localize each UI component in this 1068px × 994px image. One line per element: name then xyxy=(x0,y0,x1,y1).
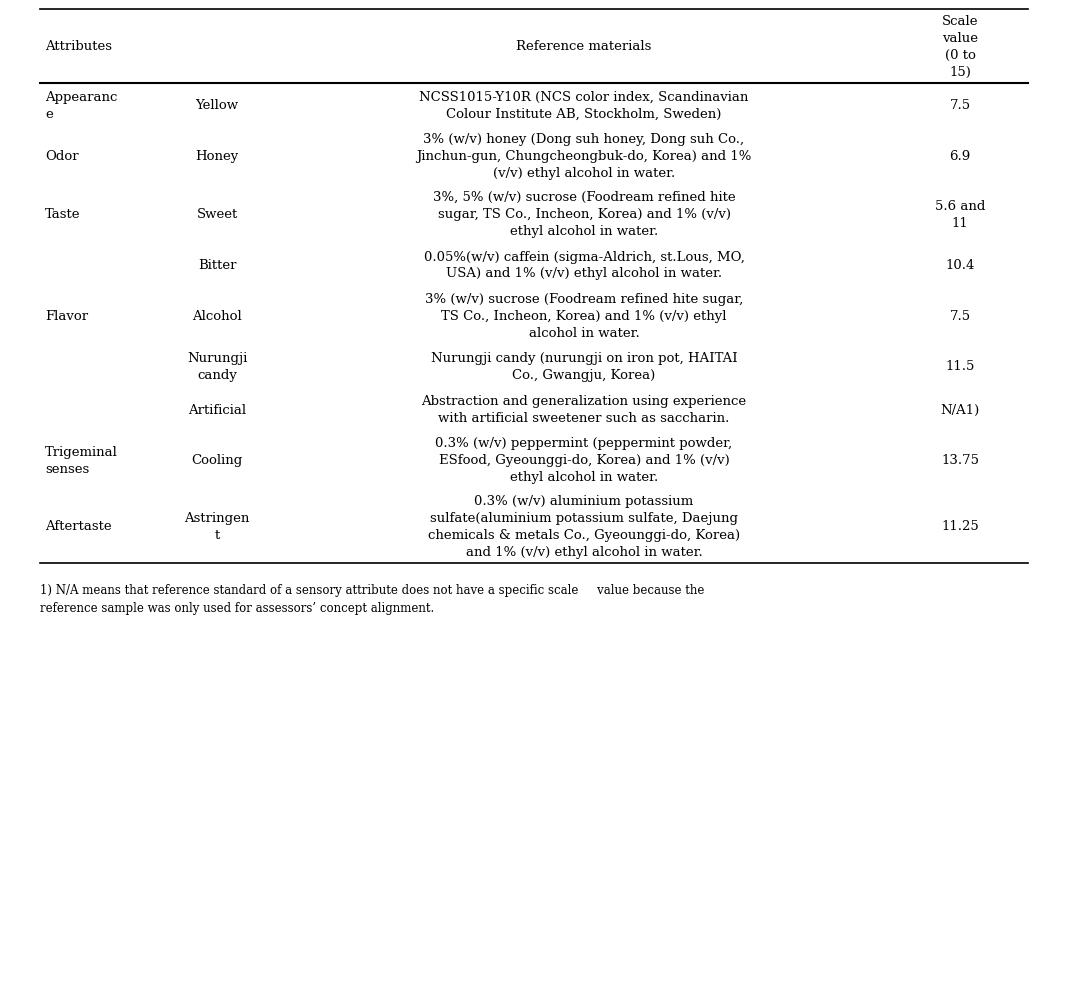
Text: Sweet: Sweet xyxy=(197,208,237,221)
Text: Trigeminal
senses: Trigeminal senses xyxy=(45,445,117,475)
Text: Aftertaste: Aftertaste xyxy=(45,520,112,533)
Text: 3% (w/v) honey (Dong suh honey, Dong suh Co.,
Jinchun-gun, Chungcheongbuk-do, Ko: 3% (w/v) honey (Dong suh honey, Dong suh… xyxy=(417,132,752,180)
Text: Taste: Taste xyxy=(45,208,80,221)
Text: Bitter: Bitter xyxy=(198,258,236,271)
Text: Nurungji candy (nurungji on iron pot, HAITAI
Co., Gwangju, Korea): Nurungji candy (nurungji on iron pot, HA… xyxy=(430,352,737,382)
Text: Nurungji
candy: Nurungji candy xyxy=(187,352,247,382)
Text: Scale
value
(0 to
15): Scale value (0 to 15) xyxy=(942,15,978,79)
Text: 3%, 5% (w/v) sucrose (Foodream refined hite
sugar, TS Co., Incheon, Korea) and 1: 3%, 5% (w/v) sucrose (Foodream refined h… xyxy=(433,191,735,238)
Text: 11.5: 11.5 xyxy=(945,360,975,373)
Text: Honey: Honey xyxy=(195,150,238,163)
Text: N/A1): N/A1) xyxy=(941,404,979,416)
Text: Attributes: Attributes xyxy=(45,41,112,54)
Text: 1) N/A means that reference standard of a sensory attribute does not have a spec: 1) N/A means that reference standard of … xyxy=(40,583,705,614)
Text: 7.5: 7.5 xyxy=(949,98,971,112)
Text: Abstraction and generalization using experience
with artificial sweetener such a: Abstraction and generalization using exp… xyxy=(422,395,747,424)
Text: 11.25: 11.25 xyxy=(941,520,979,533)
Text: 6.9: 6.9 xyxy=(949,150,971,163)
Text: 3% (w/v) sucrose (Foodream refined hite sugar,
TS Co., Incheon, Korea) and 1% (v: 3% (w/v) sucrose (Foodream refined hite … xyxy=(425,292,743,339)
Text: Flavor: Flavor xyxy=(45,309,89,322)
Text: Odor: Odor xyxy=(45,150,79,163)
Text: 10.4: 10.4 xyxy=(945,258,975,271)
Text: Alcohol: Alcohol xyxy=(192,309,241,322)
Text: 0.3% (w/v) aluminium potassium
sulfate(aluminium potassium sulfate, Daejung
chem: 0.3% (w/v) aluminium potassium sulfate(a… xyxy=(428,494,740,559)
Text: 5.6 and
11: 5.6 and 11 xyxy=(934,200,985,230)
Text: 7.5: 7.5 xyxy=(949,309,971,322)
Text: 13.75: 13.75 xyxy=(941,454,979,467)
Text: Astringen
t: Astringen t xyxy=(185,512,250,542)
Text: Reference materials: Reference materials xyxy=(516,41,651,54)
Text: Cooling: Cooling xyxy=(191,454,242,467)
Text: Yellow: Yellow xyxy=(195,98,238,112)
Text: 0.05%(w/v) caffein (sigma-Aldrich, st.Lous, MO,
USA) and 1% (v/v) ethyl alcohol : 0.05%(w/v) caffein (sigma-Aldrich, st.Lo… xyxy=(424,250,744,280)
Text: 0.3% (w/v) peppermint (peppermint powder,
ESfood, Gyeounggi-do, Korea) and 1% (v: 0.3% (w/v) peppermint (peppermint powder… xyxy=(436,436,733,484)
Text: Artificial: Artificial xyxy=(188,404,246,416)
Text: NCSS1015-Y10R (NCS color index, Scandinavian
Colour Institute AB, Stockholm, Swe: NCSS1015-Y10R (NCS color index, Scandina… xyxy=(420,90,749,120)
Text: Appearanc
e: Appearanc e xyxy=(45,90,117,120)
